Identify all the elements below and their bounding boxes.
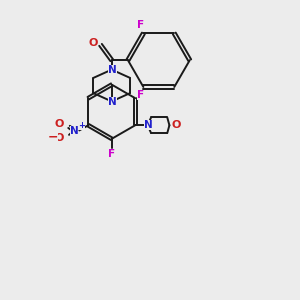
Text: O: O (55, 133, 64, 143)
Text: −: − (48, 131, 58, 144)
Text: N: N (108, 64, 117, 75)
Text: N: N (144, 120, 152, 130)
Text: +: + (78, 121, 85, 130)
Text: F: F (108, 148, 115, 158)
Text: N: N (108, 97, 117, 107)
Text: N: N (70, 126, 78, 136)
Text: O: O (55, 119, 64, 129)
Text: F: F (137, 20, 145, 30)
Text: O: O (171, 120, 181, 130)
Text: F: F (137, 90, 145, 100)
Text: O: O (88, 38, 98, 48)
